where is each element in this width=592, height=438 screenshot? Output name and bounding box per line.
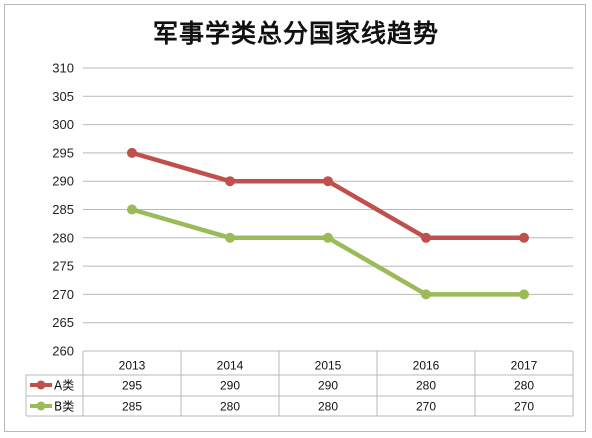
- data-point: [519, 289, 529, 300]
- data-point: [323, 232, 333, 243]
- y-tick-label: 280: [52, 230, 74, 245]
- table-value: 280: [318, 400, 338, 414]
- y-tick-label: 265: [52, 315, 74, 330]
- series-lines: [127, 147, 529, 300]
- legend-label: B类: [54, 400, 74, 414]
- x-category-label: 2014: [217, 359, 244, 373]
- gridlines: [83, 67, 573, 352]
- y-tick-label: 300: [52, 117, 74, 132]
- legend-marker: [36, 380, 46, 390]
- x-category-label: 2013: [119, 359, 146, 373]
- chart-frame: [4, 4, 586, 432]
- table-value: 295: [122, 379, 142, 393]
- data-point: [225, 176, 235, 187]
- legend-label: A类: [54, 379, 74, 393]
- data-point: [225, 232, 235, 243]
- data-table: 2013 2014 2015 2016 2017 A类 295 290 290 280 280 B类 2…: [25, 351, 574, 417]
- y-tick-label: 260: [52, 344, 74, 359]
- y-tick-label: 305: [52, 89, 74, 104]
- table-value: 280: [416, 379, 436, 393]
- table-value: 280: [220, 400, 240, 414]
- x-category-label: 2017: [511, 359, 538, 373]
- x-category-label: 2016: [413, 359, 440, 373]
- table-value: 270: [416, 400, 436, 414]
- y-axis-ticks: 260 265 270 275 280 285 290 295 300 305 310: [52, 61, 74, 359]
- y-tick-label: 285: [52, 202, 74, 217]
- legend-marker: [36, 401, 46, 411]
- data-point: [323, 176, 333, 187]
- table-value: 290: [220, 379, 240, 393]
- y-tick-label: 275: [52, 259, 74, 274]
- y-tick-label: 270: [52, 287, 74, 302]
- table-value: 270: [514, 400, 534, 414]
- y-tick-label: 310: [52, 61, 74, 76]
- x-category-label: 2015: [315, 359, 342, 373]
- table-value: 285: [122, 400, 142, 414]
- y-tick-label: 295: [52, 145, 74, 160]
- data-point: [519, 232, 529, 243]
- chart-title: 军事学类总分国家线趋势: [152, 19, 439, 48]
- y-tick-label: 290: [52, 174, 74, 189]
- table-value: 290: [318, 379, 338, 393]
- data-point: [421, 289, 431, 300]
- data-point: [127, 147, 137, 158]
- table-value: 280: [514, 379, 534, 393]
- series-line: [129, 207, 527, 297]
- data-point: [421, 232, 431, 243]
- data-point: [127, 204, 137, 215]
